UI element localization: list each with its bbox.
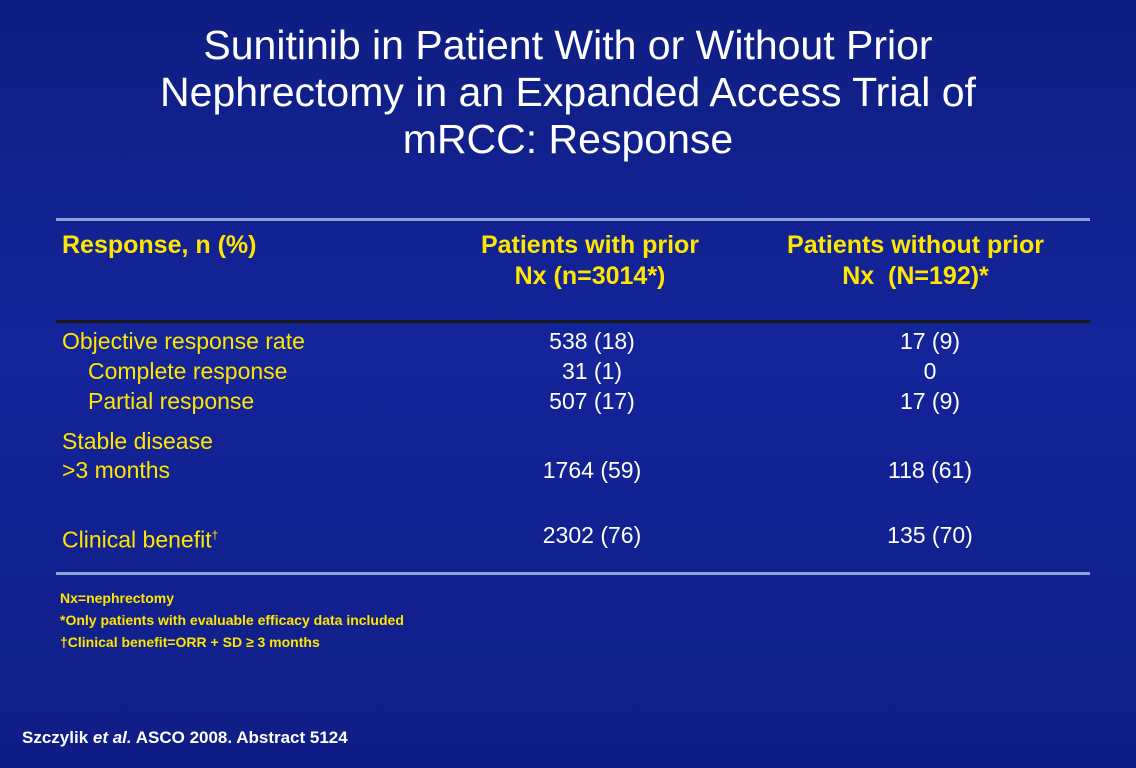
- header-response: Response, n (%): [62, 231, 257, 259]
- footnote-evaluable: *Only patients with evaluable efficacy d…: [60, 612, 404, 628]
- header-with-prior-line1: Patients with prior: [480, 231, 700, 259]
- title-line-3: mRCC: Response: [402, 116, 734, 162]
- slide-title: Sunitinib in Patient With or Without Pri…: [0, 22, 1136, 163]
- cell-pr-with: 507 (17): [549, 388, 635, 414]
- table-bottom-rule: [56, 572, 1090, 575]
- header-without-prior-line2: Nx (N=192)*: [842, 262, 989, 290]
- cell-orr-without: 17 (9): [899, 328, 961, 354]
- citation-rest: ASCO 2008. Abstract 5124: [131, 728, 348, 747]
- header-with-prior-nx: Patients with prior Nx (n=3014*): [445, 230, 735, 292]
- row-label-cr: Complete response: [88, 358, 288, 384]
- header-with-prior-line2: Nx (n=3014*): [514, 262, 666, 290]
- cell-orr-with: 538 (18): [549, 328, 635, 354]
- title-line-2: Nephrectomy in an Expanded Access Trial …: [160, 69, 976, 115]
- row-label-sd-line2: >3 months: [62, 457, 171, 483]
- cell-cb-with: 2302 (76): [542, 522, 642, 548]
- cell-pr-without: 17 (9): [899, 388, 961, 414]
- citation: Szczylik et al. ASCO 2008. Abstract 5124: [22, 728, 348, 748]
- table-top-rule: [56, 218, 1090, 221]
- header-without-prior-nx: Patients without prior Nx (N=192)*: [748, 230, 1083, 292]
- title-line-1: Sunitinib in Patient With or Without Pri…: [203, 22, 933, 68]
- header-divider-rule: [56, 320, 1090, 323]
- citation-authors: Szczylik: [22, 728, 89, 747]
- row-label-sd-line1: Stable disease: [62, 428, 213, 454]
- cell-cr-without: 0: [923, 358, 937, 384]
- cell-sd-without: 118 (61): [888, 457, 972, 483]
- cell-sd-with: 1764 (59): [542, 457, 642, 483]
- cell-cr-with: 31 (1): [561, 358, 623, 384]
- citation-etal: et al.: [92, 728, 132, 747]
- cell-cb-without: 135 (70): [887, 522, 973, 548]
- row-label-cb: Clinical benefit†: [62, 521, 218, 554]
- row-label-orr: Objective response rate: [62, 328, 305, 354]
- footnote-clinical-benefit: †Clinical benefit=ORR + SD ≥ 3 months: [60, 634, 320, 650]
- header-without-prior-line1: Patients without prior: [787, 231, 1044, 259]
- row-label-pr: Partial response: [88, 388, 255, 414]
- footnote-nx: Nx=nephrectomy: [60, 590, 174, 606]
- dagger-mark: †: [211, 528, 219, 542]
- row-label-cb-text: Clinical benefit: [62, 526, 212, 553]
